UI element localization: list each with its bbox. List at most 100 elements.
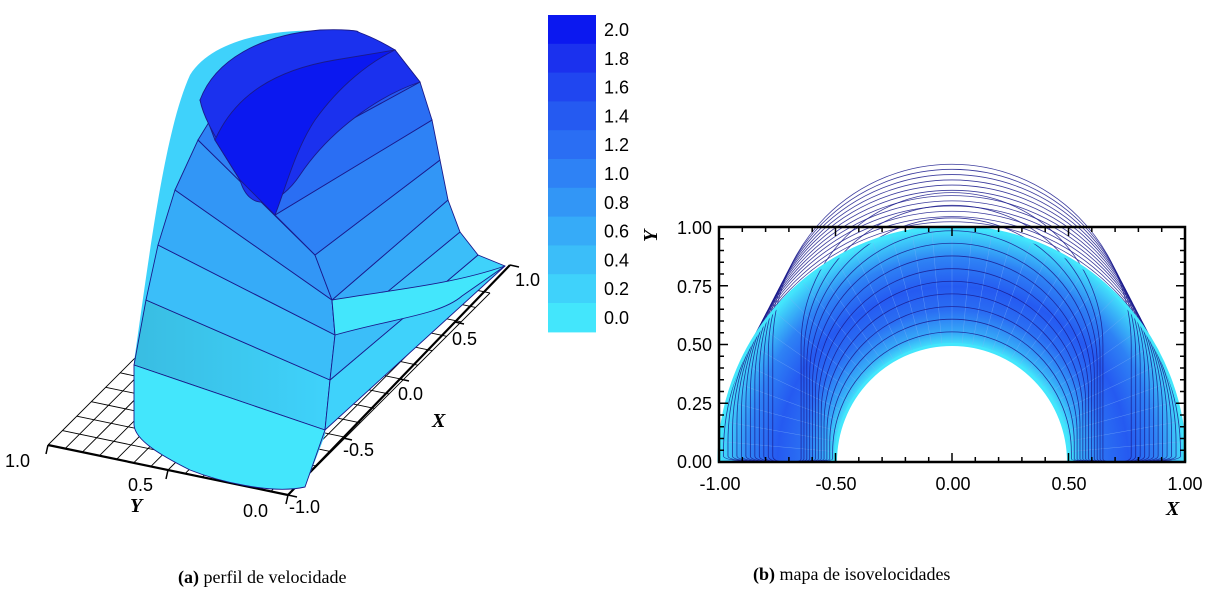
- colorbar-label: 1.0: [604, 164, 629, 184]
- colorbar-label: 0.2: [604, 279, 629, 299]
- caption-b-tag: (b): [753, 564, 775, 584]
- mesh-line: [787, 295, 870, 380]
- isovelocity-contour: [745, 195, 1159, 463]
- mesh-line: [991, 241, 1032, 352]
- mesh-line: [981, 234, 1013, 349]
- y-tick-mark: [165, 469, 169, 480]
- y-tick-label: 0.50: [677, 335, 712, 355]
- surface-band: [133, 364, 326, 490]
- mesh-line: [760, 327, 857, 395]
- x-tick-label: 1.0: [515, 270, 540, 290]
- x-tick-mark: [399, 378, 410, 382]
- inner-wall: [834, 343, 1070, 463]
- y-tick-label: 0.25: [677, 394, 712, 414]
- colorbar-swatch: [548, 43, 596, 74]
- x-tick-label: 0.0: [398, 384, 423, 404]
- colorbar-swatch: [548, 101, 596, 131]
- mesh-line: [750, 344, 852, 404]
- y-tick-mark: [285, 494, 289, 505]
- mesh-line: [872, 241, 913, 352]
- y-tick-label: 0.75: [677, 277, 712, 297]
- mesh-line: [740, 362, 847, 413]
- colorbar-label: 1.2: [604, 135, 629, 155]
- isovelocity-contour: [741, 200, 1163, 463]
- colorbar-swatch: [548, 274, 596, 304]
- y-tick-label: 0.0: [243, 501, 268, 521]
- axes-3d: 1.0 0.5 0.0 -0.5 -1.0 X 1.0 0.5 0.0 Y: [5, 270, 540, 521]
- caption-a-tag: (a): [178, 567, 199, 587]
- surface-peak: [214, 49, 396, 216]
- isovelocity-map: 1.00 0.75 0.50 0.25 0.00 -1.00 -0.50 0.0…: [640, 164, 1203, 520]
- mesh-line: [1047, 327, 1144, 395]
- mesh-line: [773, 310, 863, 387]
- mesh-line: [802, 281, 878, 373]
- colorbar-label: 1.6: [604, 78, 629, 98]
- x-tick-mark: [287, 494, 298, 498]
- x-tick-label: 0.50: [1051, 474, 1086, 494]
- colorbar-swatch: [548, 15, 596, 45]
- surface-shade: [134, 300, 330, 430]
- velocity-profile-3d: 1.0 0.5 0.0 -0.5 -1.0 X 1.0 0.5 0.0 Y: [5, 29, 540, 521]
- x-tick-label: -1.0: [289, 497, 320, 517]
- y-tick-label: 0.5: [128, 475, 153, 495]
- x-tick-label: -0.5: [343, 440, 374, 460]
- mesh-line: [719, 441, 836, 453]
- x-tick-mark: [509, 264, 520, 268]
- x-tick-mark: [454, 321, 465, 325]
- y-tick-label: 1.00: [677, 218, 712, 238]
- colorbar-label: 0.4: [604, 250, 629, 270]
- mesh-line: [835, 258, 894, 361]
- colorbar-swatch: [548, 159, 596, 189]
- colorbar: 2.0 1.8 1.6 1.4 1.2 1.0 0.8 0.6 0.4 0.2 0.0: [548, 15, 629, 333]
- y-axis-title: Y: [130, 495, 144, 517]
- x-axis-line: [287, 264, 511, 496]
- x-axis-title: X: [1165, 498, 1180, 520]
- y-tick-mark: [45, 444, 49, 455]
- caption-a: (a) perfil de velocidade: [178, 567, 346, 588]
- y-axis-title: Y: [640, 228, 662, 242]
- colorbar-label: 1.4: [604, 106, 629, 126]
- isovelocity-contour: [727, 216, 1177, 463]
- mesh-line: [891, 234, 923, 349]
- mesh-line: [931, 227, 943, 345]
- isovelocity-contour: [758, 180, 1146, 463]
- mesh-line: [1052, 344, 1154, 404]
- colorbar-swatch: [548, 187, 596, 218]
- colorbar-label: 2.0: [604, 20, 629, 40]
- mesh-line: [1010, 258, 1069, 361]
- x-tick-label: 0.5: [452, 329, 477, 349]
- isovelocity-contour: [763, 174, 1141, 463]
- colorbar-swatch: [548, 130, 596, 160]
- colorbar-swatch: [548, 245, 596, 275]
- mesh-line: [961, 227, 973, 345]
- colorbar-label: 0.0: [604, 308, 629, 328]
- mesh-line: [1034, 295, 1117, 380]
- caption-b-text: mapa de isovelocidades: [775, 564, 951, 584]
- x-tick-label: -0.50: [815, 474, 856, 494]
- y-tick-label: 0.00: [677, 452, 712, 472]
- mesh-line: [911, 230, 933, 347]
- mesh-line: [1026, 281, 1102, 373]
- colorbar-label: 0.8: [604, 193, 629, 213]
- caption-a-text: perfil de velocidade: [199, 567, 347, 587]
- mesh-line: [971, 230, 993, 347]
- colorbar-swatch: [548, 303, 596, 333]
- x-tick-label: 1.00: [1167, 474, 1202, 494]
- x-axis-title: X: [431, 410, 446, 432]
- mesh-line: [1057, 362, 1164, 413]
- colorbar-label: 1.8: [604, 49, 629, 69]
- velocity-surface: [133, 29, 506, 490]
- x-tick-label: -1.00: [699, 474, 740, 494]
- mesh-line: [1001, 248, 1051, 356]
- mesh-line: [853, 248, 903, 356]
- caption-b: (b) mapa de isovelocidades: [753, 564, 950, 585]
- tick-labels: 1.00 0.75 0.50 0.25 0.00 -1.00 -0.50 0.0…: [640, 218, 1203, 520]
- surface-band: [331, 265, 506, 336]
- colorbar-swatch: [548, 216, 596, 246]
- colorbar-swatch: [548, 72, 596, 102]
- mesh-line: [1041, 310, 1131, 387]
- axes-2d: [718, 226, 1186, 463]
- colorbar-label: 0.6: [604, 222, 629, 242]
- x-tick-label: 0.00: [935, 474, 970, 494]
